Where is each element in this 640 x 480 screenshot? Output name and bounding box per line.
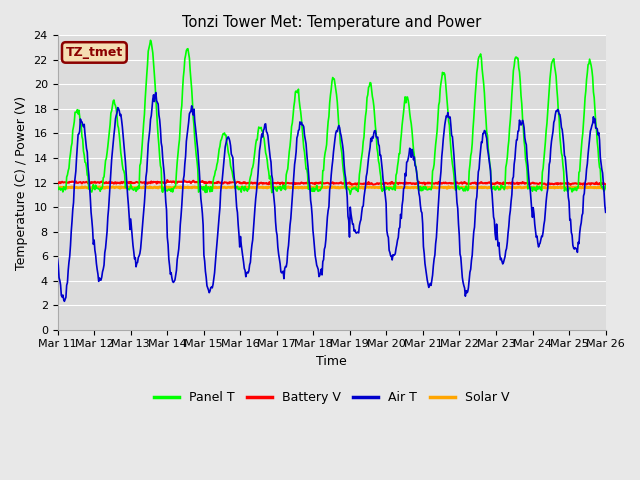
- Air T: [54, 256, 61, 262]
- Panel T: [120, 168, 128, 174]
- Panel T: [54, 183, 61, 189]
- Battery V: [63, 180, 71, 186]
- Solar V: [120, 184, 128, 190]
- Air T: [602, 209, 609, 215]
- Solar V: [444, 186, 451, 192]
- Battery V: [399, 180, 406, 186]
- Solar V: [175, 185, 183, 191]
- Battery V: [120, 179, 128, 185]
- Line: Panel T: Panel T: [58, 40, 605, 194]
- Air T: [177, 213, 185, 219]
- Title: Tonzi Tower Met: Temperature and Power: Tonzi Tower Met: Temperature and Power: [182, 15, 481, 30]
- Panel T: [416, 184, 424, 190]
- Air T: [416, 194, 424, 200]
- Battery V: [602, 181, 609, 187]
- Air T: [206, 288, 214, 294]
- Air T: [152, 90, 160, 96]
- Battery V: [597, 182, 605, 188]
- Y-axis label: Temperature (C) / Power (V): Temperature (C) / Power (V): [15, 96, 28, 270]
- Panel T: [177, 123, 184, 129]
- Panel T: [63, 172, 71, 178]
- Solar V: [205, 185, 212, 191]
- Panel T: [346, 192, 354, 197]
- Line: Solar V: Solar V: [58, 186, 605, 189]
- Line: Air T: Air T: [58, 93, 605, 301]
- Battery V: [205, 179, 213, 185]
- Air T: [121, 150, 129, 156]
- Text: TZ_tmet: TZ_tmet: [66, 46, 123, 59]
- X-axis label: Time: Time: [316, 355, 347, 368]
- Solar V: [63, 185, 71, 191]
- Air T: [400, 186, 408, 192]
- Battery V: [54, 181, 61, 187]
- Panel T: [602, 183, 609, 189]
- Solar V: [54, 184, 61, 190]
- Solar V: [414, 184, 422, 190]
- Solar V: [474, 183, 481, 189]
- Line: Battery V: Battery V: [58, 180, 605, 185]
- Legend: Panel T, Battery V, Air T, Solar V: Panel T, Battery V, Air T, Solar V: [149, 386, 515, 409]
- Air T: [65, 267, 72, 273]
- Air T: [61, 299, 68, 304]
- Panel T: [205, 185, 213, 191]
- Panel T: [147, 37, 154, 43]
- Battery V: [163, 177, 171, 183]
- Battery V: [415, 179, 422, 185]
- Battery V: [177, 179, 184, 185]
- Solar V: [602, 185, 609, 191]
- Panel T: [400, 109, 408, 115]
- Solar V: [398, 185, 406, 191]
